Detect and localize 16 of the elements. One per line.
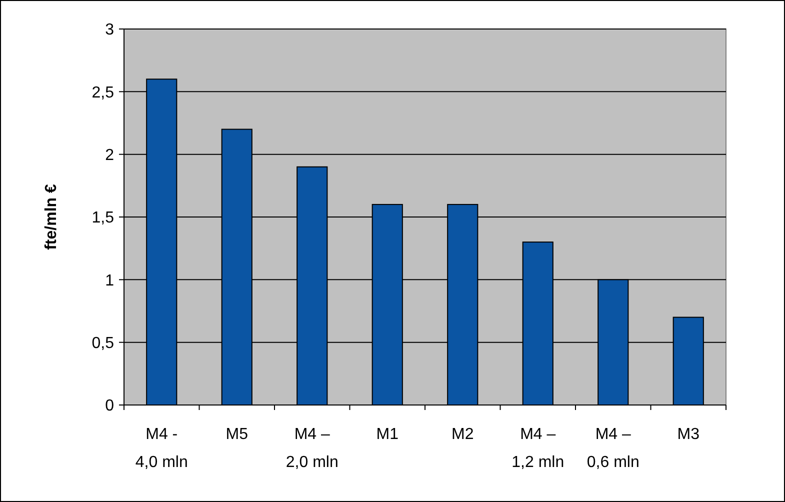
x-tick-label: M4 – 2,0 mln xyxy=(286,426,338,471)
x-tick-label: M4 – 0,6 mln xyxy=(586,426,640,471)
x-tick-label: M5 xyxy=(226,426,248,443)
y-tick-label: 2,5 xyxy=(92,84,114,102)
y-tick-label: 0 xyxy=(105,398,114,415)
y-tick-label: 3 xyxy=(105,22,114,39)
y-tick-label: 1 xyxy=(105,272,114,290)
y-tick-label: 2 xyxy=(105,146,114,164)
x-tick-label: M3 xyxy=(677,426,700,443)
x-tick-label: M4 - 4,0 mln xyxy=(135,426,188,471)
y-axis-title: fte/mln € xyxy=(43,184,60,250)
y-tick-label: 1,5 xyxy=(92,210,114,227)
x-tick-label: M1 xyxy=(376,426,399,443)
x-tick-label: M2 xyxy=(452,426,474,443)
y-tick-label: 0,5 xyxy=(92,334,114,352)
x-tick-label: M4 – 1,2 mln xyxy=(512,426,564,471)
